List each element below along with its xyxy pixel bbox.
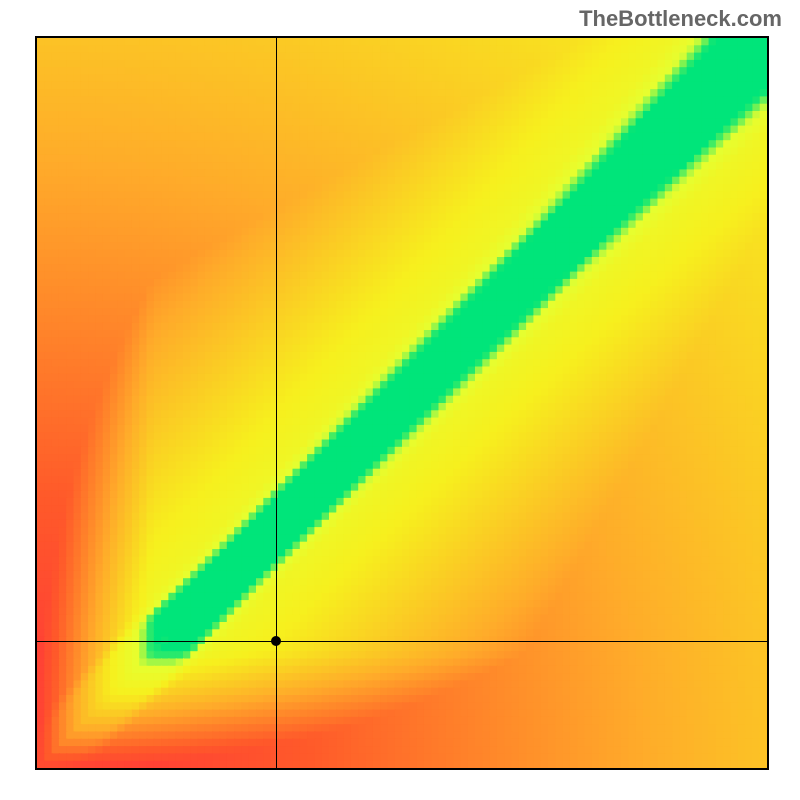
chart-container: TheBottleneck.com [0,0,800,800]
crosshair-vertical [276,38,277,768]
watermark-text: TheBottleneck.com [579,6,782,32]
heatmap-canvas [37,38,767,768]
crosshair-horizontal [37,641,767,642]
crosshair-marker [271,636,281,646]
plot-area [35,36,769,770]
